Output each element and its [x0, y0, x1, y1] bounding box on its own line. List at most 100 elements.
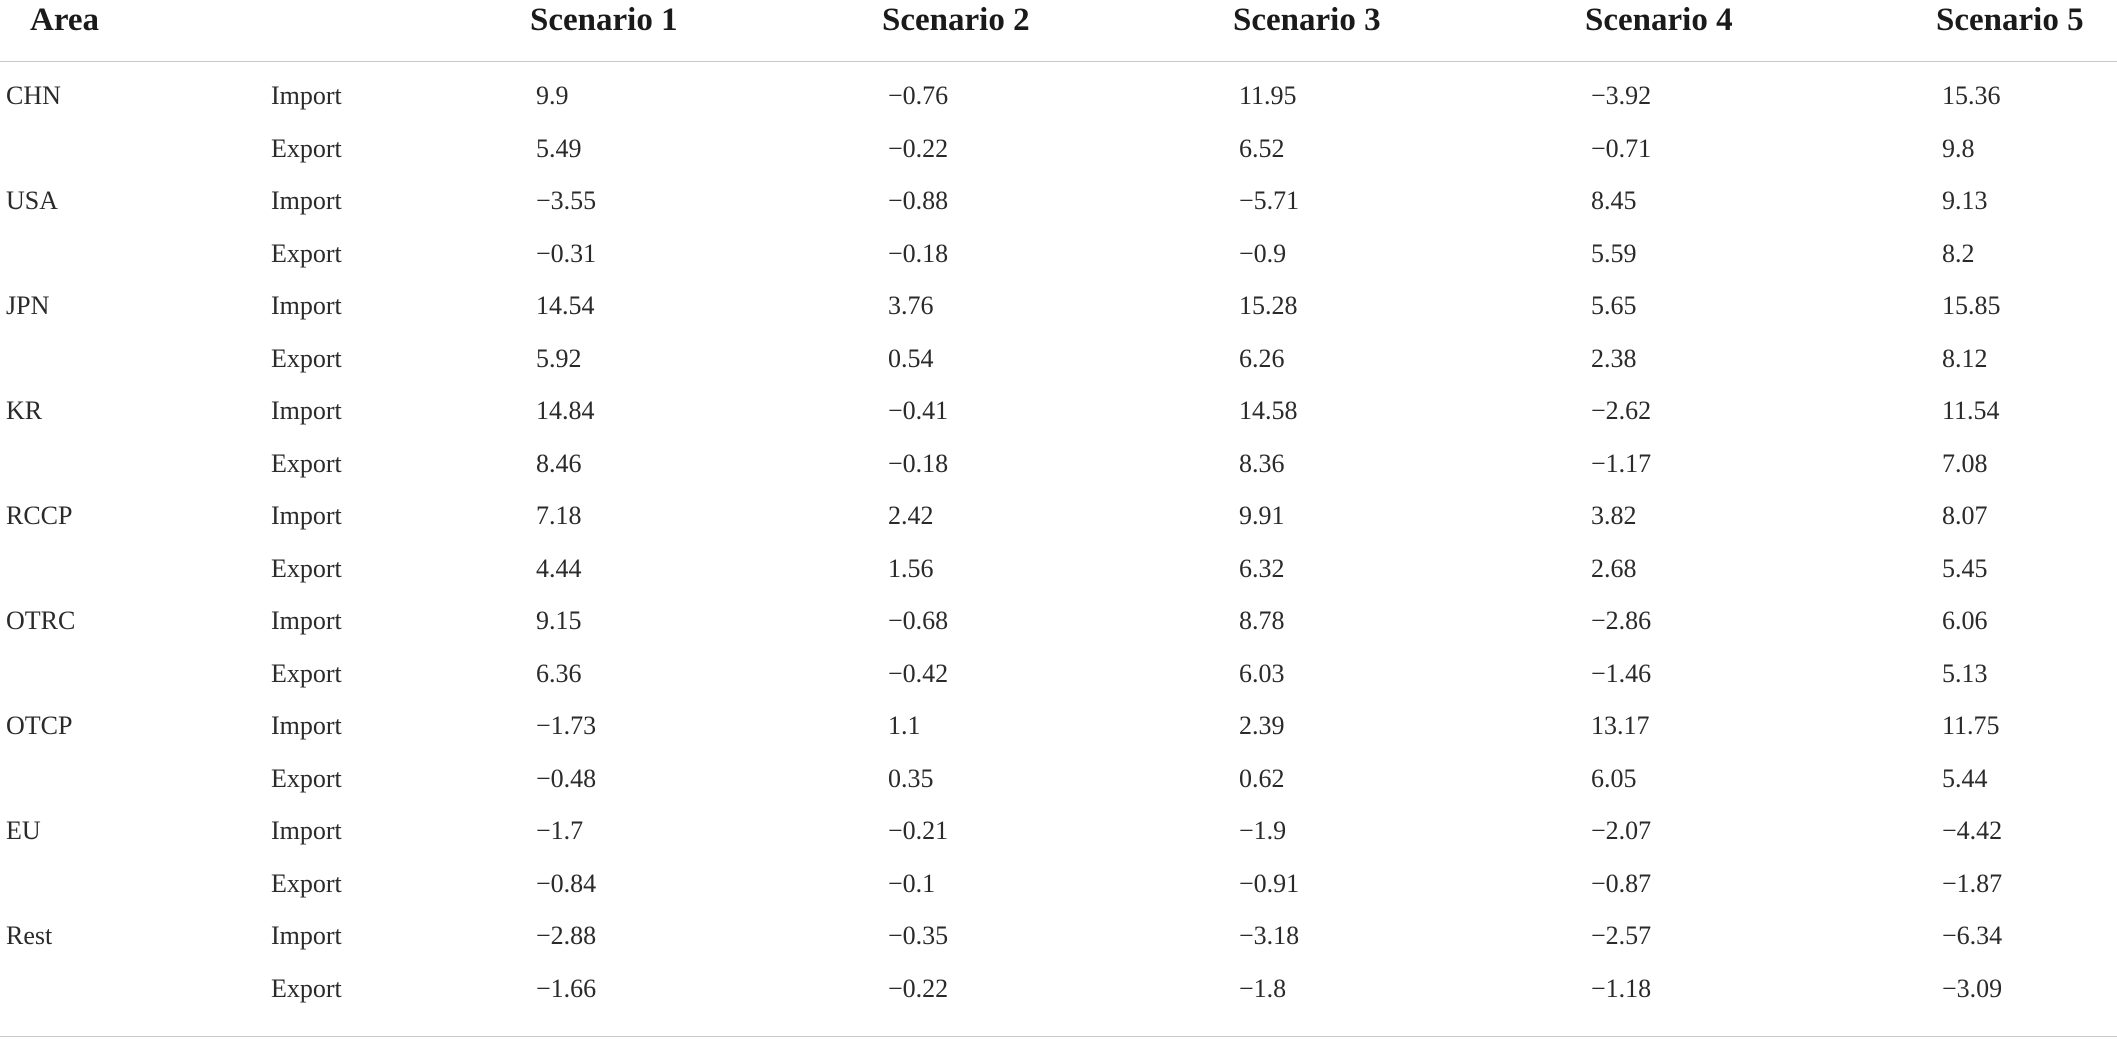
- flow-cell: Import: [271, 501, 342, 531]
- table-row: OTCP Import −1.73 1.1 2.39 13.17 11.75: [0, 700, 2117, 753]
- scenario-2-cell: 1.1: [888, 711, 921, 741]
- scenario-1-cell: −1.66: [536, 973, 597, 1003]
- scenario-4-cell: 8.45: [1591, 186, 1637, 216]
- table-row: CHN Import 9.9 −0.76 11.95 −3.92 15.36: [0, 62, 2117, 123]
- scenario-5-cell: −6.34: [1942, 921, 2003, 951]
- scenario-5-cell: 8.07: [1942, 501, 1988, 531]
- scenario-2-cell: −0.18: [888, 238, 949, 268]
- header-row: Area Scenario 1 Scenario 2 Scenario 3 Sc…: [0, 0, 2117, 62]
- scenario-2-cell: 0.35: [888, 763, 934, 793]
- table-row: Export −0.48 0.35 0.62 6.05 5.44: [0, 753, 2117, 806]
- scenario-4-cell: −1.17: [1591, 448, 1652, 478]
- scenario-3-cell: −1.9: [1239, 816, 1287, 846]
- scenario-4-cell: −2.57: [1591, 921, 1652, 951]
- scenario-5-cell: 15.85: [1942, 291, 2001, 321]
- scenario-1-cell: 5.92: [536, 343, 582, 373]
- area-cell: [0, 753, 265, 806]
- scenario-4-cell: −2.62: [1591, 396, 1652, 426]
- area-cell: USA: [6, 186, 59, 216]
- table-row: Export 8.46 −0.18 8.36 −1.17 7.08: [0, 438, 2117, 491]
- scenario-4-cell: 13.17: [1591, 711, 1650, 741]
- flow-cell: Export: [271, 448, 342, 478]
- scenario-4-cell: 2.68: [1591, 553, 1637, 583]
- scenario-2-cell: −0.35: [888, 921, 949, 951]
- scenario-3-cell: 9.91: [1239, 501, 1285, 531]
- scenario-3-cell: 6.03: [1239, 658, 1285, 688]
- scenario-5-cell: −3.09: [1942, 973, 2003, 1003]
- scenario-2-cell: −0.41: [888, 396, 949, 426]
- flow-cell: Import: [271, 186, 342, 216]
- header-scenario-4: Scenario 4: [1585, 0, 1936, 62]
- scenario-3-cell: 6.52: [1239, 133, 1285, 163]
- scenario-3-cell: 2.39: [1239, 711, 1285, 741]
- table-row: Export 5.92 0.54 6.26 2.38 8.12: [0, 333, 2117, 386]
- table-header: Area Scenario 1 Scenario 2 Scenario 3 Sc…: [0, 0, 2117, 62]
- scenario-3-cell: −1.8: [1239, 973, 1287, 1003]
- area-cell: JPN: [6, 291, 50, 321]
- area-cell: OTRC: [6, 606, 76, 636]
- area-cell: OTCP: [6, 711, 73, 741]
- scenario-5-cell: 5.13: [1942, 658, 1988, 688]
- scenario-2-cell: 2.42: [888, 501, 934, 531]
- scenario-4-cell: −0.87: [1591, 868, 1652, 898]
- area-cell: RCCP: [6, 501, 73, 531]
- flow-cell: Import: [271, 606, 342, 636]
- flow-cell: Import: [271, 921, 342, 951]
- scenario-2-cell: −0.21: [888, 816, 949, 846]
- scenario-5-cell: −1.87: [1942, 868, 2003, 898]
- scenario-5-cell: 5.44: [1942, 763, 1988, 793]
- scenario-5-cell: 5.45: [1942, 553, 1988, 583]
- scenario-5-cell: 9.8: [1942, 133, 1975, 163]
- scenario-3-cell: −0.91: [1239, 868, 1300, 898]
- header-area: Area: [0, 0, 265, 62]
- scenario-1-cell: 14.84: [536, 396, 595, 426]
- table-row: OTRC Import 9.15 −0.68 8.78 −2.86 6.06: [0, 595, 2117, 648]
- table-row: Export 4.44 1.56 6.32 2.68 5.45: [0, 543, 2117, 596]
- scenario-3-cell: 8.36: [1239, 448, 1285, 478]
- scenario-3-cell: 8.78: [1239, 606, 1285, 636]
- scenario-1-cell: −3.55: [536, 186, 597, 216]
- scenario-5-cell: 11.75: [1942, 711, 2000, 741]
- scenario-3-cell: 0.62: [1239, 763, 1285, 793]
- scenario-1-cell: 5.49: [536, 133, 582, 163]
- table-row: Export 5.49 −0.22 6.52 −0.71 9.8: [0, 123, 2117, 176]
- scenario-1-cell: −0.31: [536, 238, 597, 268]
- scenario-1-cell: −0.48: [536, 763, 597, 793]
- scenario-2-cell: −0.76: [888, 81, 949, 111]
- scenario-4-cell: −2.86: [1591, 606, 1652, 636]
- flow-cell: Export: [271, 343, 342, 373]
- scenario-4-cell: 3.82: [1591, 501, 1637, 531]
- table-row: Export 6.36 −0.42 6.03 −1.46 5.13: [0, 648, 2117, 701]
- scenario-4-cell: −0.71: [1591, 133, 1652, 163]
- scenario-1-cell: −1.73: [536, 711, 597, 741]
- scenario-4-cell: 5.59: [1591, 238, 1637, 268]
- scenario-1-cell: −1.7: [536, 816, 584, 846]
- scenario-2-cell: −0.42: [888, 658, 949, 688]
- scenario-1-cell: 9.15: [536, 606, 582, 636]
- flow-cell: Import: [271, 396, 342, 426]
- area-cell: KR: [6, 396, 43, 426]
- scenario-table: Area Scenario 1 Scenario 2 Scenario 3 Sc…: [0, 0, 2117, 1003]
- scenario-4-cell: 6.05: [1591, 763, 1637, 793]
- scenario-5-cell: 11.54: [1942, 396, 2000, 426]
- scenario-5-cell: 15.36: [1942, 81, 2001, 111]
- area-cell: [0, 228, 265, 281]
- area-cell: Rest: [6, 921, 53, 951]
- scenario-1-cell: 7.18: [536, 501, 582, 531]
- flow-cell: Export: [271, 973, 342, 1003]
- area-cell: [0, 648, 265, 701]
- area-cell: [0, 438, 265, 491]
- scenario-2-cell: −0.22: [888, 133, 949, 163]
- scenario-4-cell: 5.65: [1591, 291, 1637, 321]
- scenario-1-cell: 6.36: [536, 658, 582, 688]
- area-cell: [0, 858, 265, 911]
- scenario-5-cell: 8.12: [1942, 343, 1988, 373]
- scenario-2-cell: −0.18: [888, 448, 949, 478]
- scenario-3-cell: 6.32: [1239, 553, 1285, 583]
- flow-cell: Export: [271, 868, 342, 898]
- scenario-4-cell: −1.46: [1591, 658, 1652, 688]
- scenario-2-cell: −0.88: [888, 186, 949, 216]
- scenario-3-cell: 15.28: [1239, 291, 1298, 321]
- scenario-2-cell: −0.22: [888, 973, 949, 1003]
- scenario-2-cell: 3.76: [888, 291, 934, 321]
